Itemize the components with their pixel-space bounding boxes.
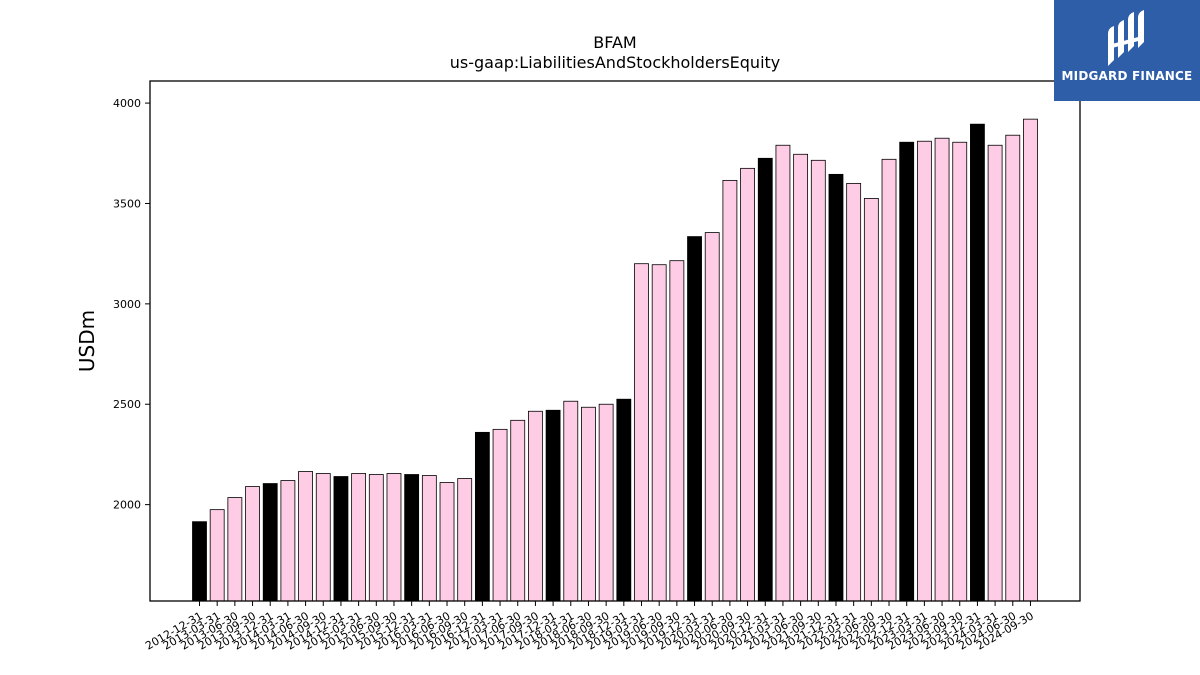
bar-2017-12-31: [545, 409, 561, 602]
bar-2020-06-30: [722, 179, 738, 602]
bar-2021-06-30: [793, 153, 809, 602]
bar-2019-12-31: [687, 236, 702, 602]
bar-2013-06-30: [227, 497, 243, 602]
bar-2013-12-31: [262, 483, 278, 602]
bar-2017-06-30: [510, 419, 526, 602]
bar-2015-09-30: [386, 473, 402, 602]
bars-group: [192, 118, 1038, 602]
bar-2024-03-31: [987, 144, 1003, 602]
bar-2022-09-30: [881, 158, 897, 602]
bar-2016-09-30: [457, 478, 473, 602]
bar-2018-12-31: [616, 398, 632, 602]
y-tick-label: 2000: [113, 499, 141, 512]
bar-2018-06-30: [581, 406, 596, 602]
bar-2024-09-30: [1023, 118, 1038, 602]
bar-2014-12-31: [333, 476, 349, 602]
bar-2023-06-30: [934, 137, 950, 602]
bar-2023-12-31: [970, 123, 985, 602]
midgard-logo-mark-icon: [1108, 10, 1144, 66]
bar-2015-03-31: [351, 473, 367, 602]
y-axis: 2000 2500 3000 3500 4000: [113, 97, 150, 512]
bar-2016-06-30: [439, 482, 455, 602]
bar-2019-09-30: [669, 260, 685, 602]
bar-2015-12-31: [404, 474, 420, 602]
bar-2018-03-31: [563, 400, 579, 602]
bar-2020-09-30: [740, 167, 755, 602]
bar-2015-06-30: [368, 474, 384, 602]
midgard-finance-logo: MIDGARD FINANCE: [1054, 0, 1200, 101]
bar-2018-09-30: [598, 403, 614, 602]
bar-2023-09-30: [952, 141, 968, 602]
bar-2021-12-31: [828, 173, 844, 602]
bar-2014-06-30: [298, 471, 313, 602]
bar-2014-03-31: [280, 480, 296, 602]
chart-subtitle: us-gaap:LiabilitiesAndStockholdersEquity: [450, 53, 781, 72]
x-axis: 2012-12-312013-03-312013-06-302013-09-30…: [143, 601, 1036, 653]
bar-2021-09-30: [810, 159, 826, 602]
bar-2019-03-31: [634, 263, 649, 602]
bar-2014-09-30: [315, 473, 331, 602]
bar-2023-03-31: [916, 140, 932, 602]
logo-text: MIDGARD FINANCE: [1061, 69, 1193, 83]
plot-area-frame: [149, 80, 1081, 602]
bar-2013-03-31: [209, 509, 225, 602]
bar-2020-12-31: [757, 157, 773, 602]
y-tick-label: 3500: [113, 197, 141, 210]
bar-2017-09-30: [528, 410, 543, 602]
y-tick-label: 2500: [113, 398, 141, 411]
bar-2024-06-30: [1005, 134, 1021, 602]
bar-2022-06-30: [863, 198, 879, 602]
bar-2022-12-31: [899, 141, 915, 602]
bar-2022-03-31: [846, 182, 862, 602]
bar-2016-03-31: [421, 475, 437, 602]
chart-title: BFAM: [593, 33, 636, 52]
y-tick-label: 3000: [113, 298, 141, 311]
bar-2012-12-31: [192, 521, 207, 602]
bar-2017-03-31: [492, 428, 508, 602]
bar-2021-03-31: [775, 144, 791, 602]
y-tick-label: 4000: [113, 97, 141, 110]
bar-2013-09-30: [245, 486, 260, 602]
bar-2016-12-31: [474, 431, 490, 602]
bar-2019-06-30: [651, 264, 667, 602]
y-axis-label: USDm: [75, 310, 99, 372]
bar-2020-03-31: [704, 232, 720, 602]
